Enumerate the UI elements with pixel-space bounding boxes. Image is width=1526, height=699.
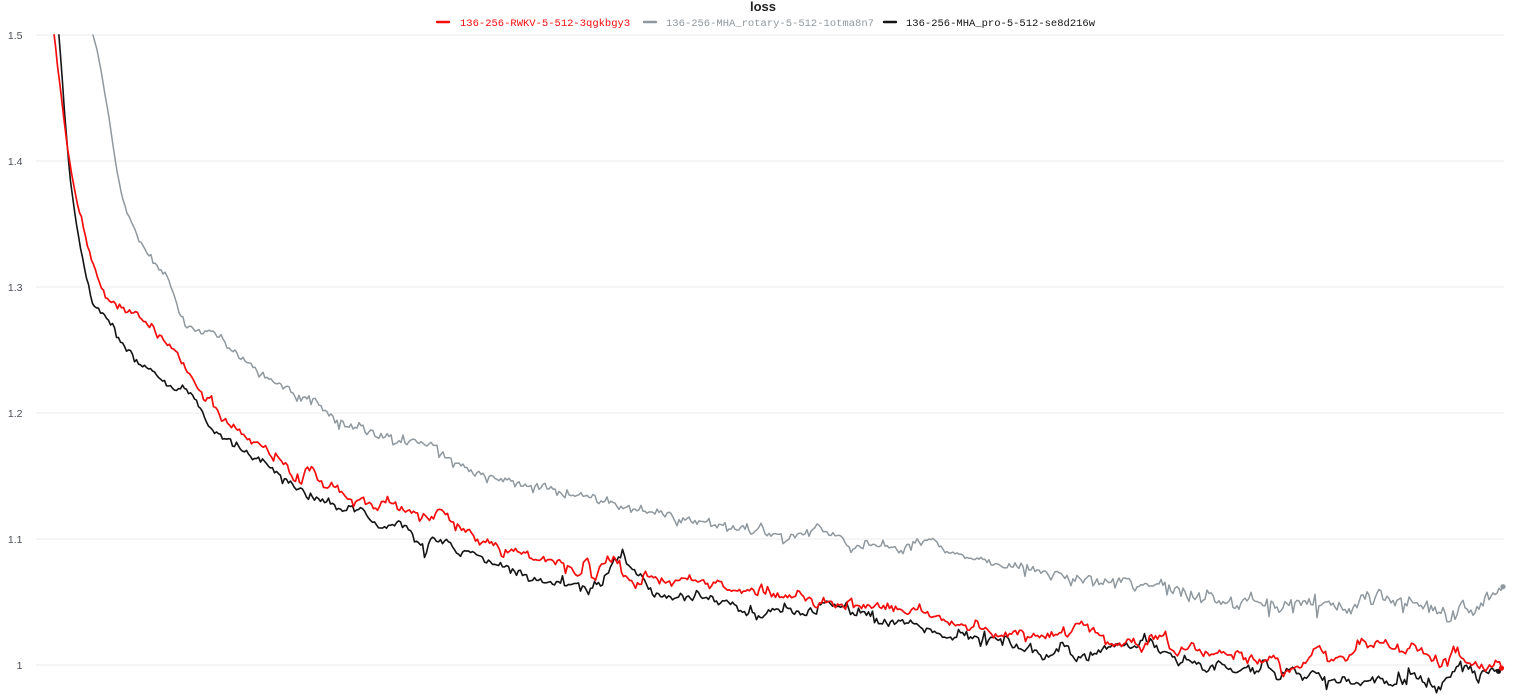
svg-text:1.4: 1.4	[8, 156, 23, 168]
svg-text:1.1: 1.1	[8, 534, 23, 546]
svg-text:136-256-MHA_pro-5-512-se8d216w: 136-256-MHA_pro-5-512-se8d216w	[906, 18, 1096, 30]
svg-text:1.5: 1.5	[8, 30, 23, 42]
svg-text:1: 1	[17, 660, 23, 672]
svg-text:loss: loss	[750, 0, 776, 14]
svg-text:1.3: 1.3	[8, 282, 23, 294]
svg-text:136-256-RWKV-5-512-3qgkbgy3: 136-256-RWKV-5-512-3qgkbgy3	[460, 18, 630, 30]
svg-text:136-256-MHA_rotary-5-512-1otma: 136-256-MHA_rotary-5-512-1otma8n7	[666, 18, 874, 30]
svg-text:1.2: 1.2	[8, 408, 23, 420]
